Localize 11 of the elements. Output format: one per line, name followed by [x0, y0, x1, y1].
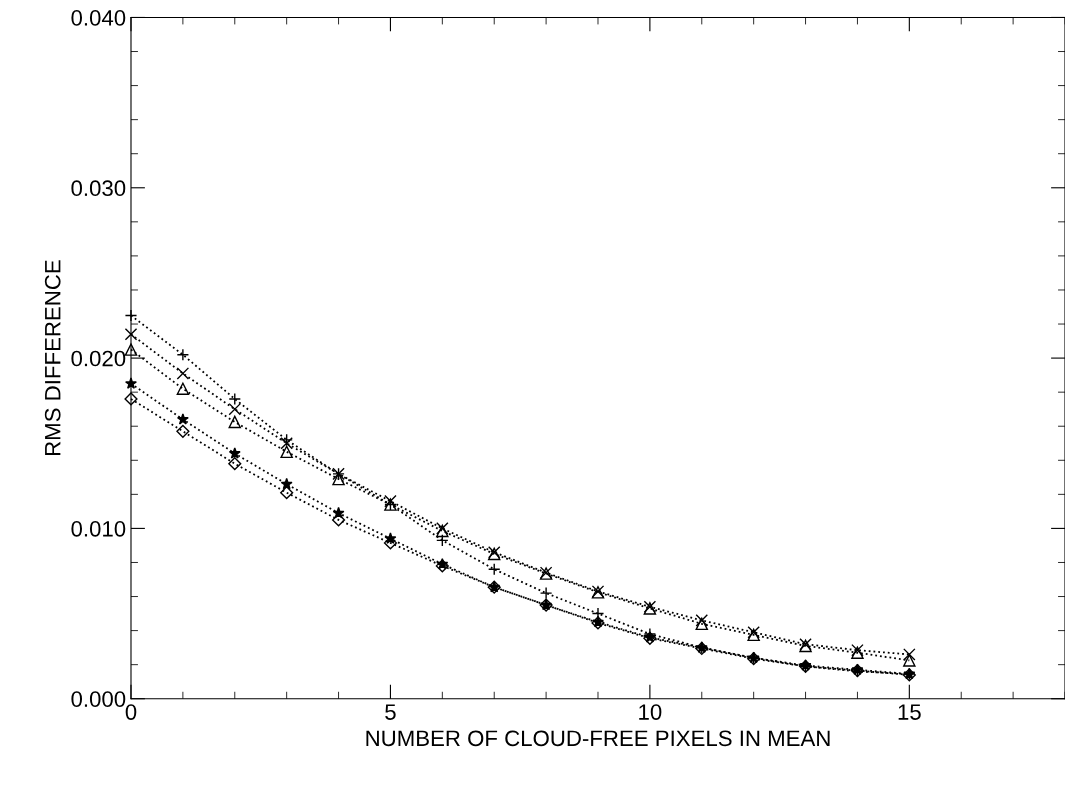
y-tick-label: 0.010	[71, 520, 126, 537]
x-tick-label: 10	[639, 704, 662, 720]
x-tick-label: 5	[385, 704, 396, 720]
y-tick-label: 0.040	[71, 10, 126, 26]
x-axis-title: NUMBER OF CLOUD-FREE PIXELS IN MEAN	[366, 730, 830, 747]
x-tick-label: 0	[125, 704, 137, 720]
x-tick-label: 15	[898, 704, 921, 720]
y-axis-title: RMS DIFFERENCE	[44, 260, 61, 456]
y-tick-label: 0.030	[71, 180, 126, 197]
y-tick-label: 0.020	[71, 350, 126, 367]
y-tick-label: 0.000	[71, 691, 126, 707]
